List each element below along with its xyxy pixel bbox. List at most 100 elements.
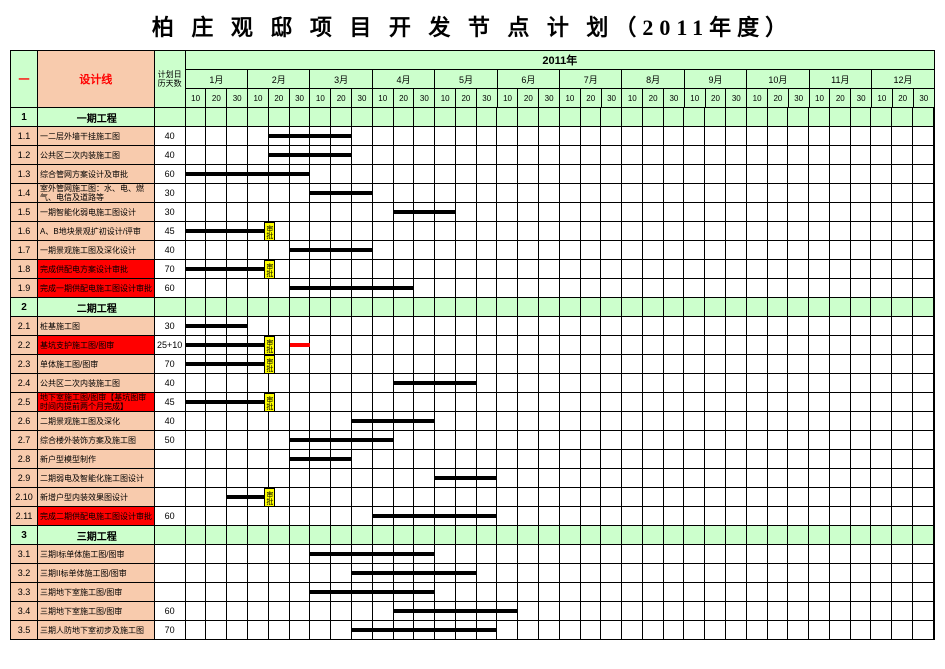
task-days: 40 [154, 127, 185, 146]
day-header: 20 [643, 89, 664, 108]
section-name: 三期工程 [38, 526, 154, 545]
day-header: 20 [768, 89, 789, 108]
task-name: 地下室施工图/图审【基坑图审时间内提前两个月完成】 [38, 393, 154, 412]
gantt-bar [310, 552, 435, 556]
task-name: 一期智能化弱电施工图设计 [38, 203, 154, 222]
timeline-cell [185, 564, 934, 583]
day-header: 20 [580, 89, 601, 108]
day-header: 30 [289, 89, 310, 108]
day-header: 30 [227, 89, 248, 108]
timeline-cell [185, 203, 934, 222]
gantt-bar-red [290, 343, 311, 347]
row-idx: 3.4 [11, 602, 38, 621]
milestone-marker: 审批 [264, 355, 275, 374]
month-header: 7月 [560, 70, 622, 89]
day-header: 10 [435, 89, 456, 108]
gantt-bar [310, 590, 435, 594]
task-name: A、B地块景观扩初设计/评审 [38, 222, 154, 241]
month-header: 9月 [684, 70, 746, 89]
day-header: 20 [705, 89, 726, 108]
day-header: 30 [913, 89, 934, 108]
row-idx: 2.1 [11, 317, 38, 336]
gantt-bar [352, 628, 498, 632]
gantt-bar [290, 248, 373, 252]
timeline-cell: 审批 [185, 336, 934, 355]
section-header: 一 [11, 51, 38, 108]
timeline-cell [185, 431, 934, 450]
design-line-header: 设计线 [38, 51, 154, 108]
row-idx: 1.7 [11, 241, 38, 260]
gantt-bar [290, 457, 352, 461]
gantt-bar [186, 400, 269, 404]
task-name: 二期景观施工图及深化 [38, 412, 154, 431]
gantt-bar [394, 381, 477, 385]
task-days [154, 450, 185, 469]
day-header: 10 [747, 89, 768, 108]
gantt-bar [290, 438, 394, 442]
task-name: 新户型模型制作 [38, 450, 154, 469]
gantt-bar [186, 267, 269, 271]
gantt-bar [186, 343, 228, 347]
gantt-bar [352, 571, 477, 575]
task-name: 一期景观施工图及深化设计 [38, 241, 154, 260]
task-name: 公共区二次内装施工图 [38, 374, 154, 393]
gantt-bar [290, 286, 415, 290]
row-idx: 2.4 [11, 374, 38, 393]
task-name: 完成一期供配电施工图设计审批 [38, 279, 154, 298]
timeline-cell [185, 241, 934, 260]
row-idx: 2.5 [11, 393, 38, 412]
task-days: 50 [154, 431, 185, 450]
timeline-cell: 审批 [185, 393, 934, 412]
milestone-marker: 审批 [264, 260, 275, 279]
timeline-cell [185, 412, 934, 431]
task-name: 桩基施工图 [38, 317, 154, 336]
milestone-marker: 审批 [264, 222, 275, 241]
row-idx: 3.3 [11, 583, 38, 602]
gantt-bar [186, 362, 269, 366]
task-days [154, 488, 185, 507]
timeline-cell [185, 469, 934, 488]
task-days [154, 545, 185, 564]
task-name: 三期I标单体施工图/图审 [38, 545, 154, 564]
month-header: 3月 [310, 70, 372, 89]
gantt-bar [269, 153, 352, 157]
day-header: 10 [684, 89, 705, 108]
timeline-cell: 审批 [185, 260, 934, 279]
row-idx: 2.8 [11, 450, 38, 469]
task-name: 一二层外墙干挂施工图 [38, 127, 154, 146]
task-name: 三期II标单体施工图/图审 [38, 564, 154, 583]
row-idx: 3.2 [11, 564, 38, 583]
task-name: 二期弱电及智能化施工图设计 [38, 469, 154, 488]
timeline-cell [185, 146, 934, 165]
day-header: 10 [310, 89, 331, 108]
row-idx: 2.9 [11, 469, 38, 488]
day-header: 30 [539, 89, 560, 108]
day-header: 20 [268, 89, 289, 108]
year-header: 2011年 [185, 51, 934, 70]
task-name: 基坑支护施工图/图审 [38, 336, 154, 355]
row-idx: 1.4 [11, 184, 38, 203]
day-header: 10 [622, 89, 643, 108]
gantt-bar [394, 609, 519, 613]
month-header: 6月 [497, 70, 559, 89]
row-idx: 2.7 [11, 431, 38, 450]
day-header: 30 [352, 89, 373, 108]
row-idx: 1.5 [11, 203, 38, 222]
task-days [154, 469, 185, 488]
timeline-cell [185, 165, 934, 184]
task-name: 三期地下室施工图/图审 [38, 602, 154, 621]
day-header: 30 [601, 89, 622, 108]
plan-days-header: 计划日历天数 [154, 51, 185, 108]
timeline-cell [185, 583, 934, 602]
task-days: 25+10 [154, 336, 185, 355]
month-header: 8月 [622, 70, 684, 89]
gantt-table: 一设计线计划日历天数2011年1月2月3月4月5月6月7月8月9月10月11月1… [10, 50, 935, 640]
day-header: 10 [560, 89, 581, 108]
month-header: 12月 [871, 70, 934, 89]
timeline-cell: 审批 [185, 488, 934, 507]
day-header: 20 [393, 89, 414, 108]
page-title: 柏 庄 观 邸 项 目 开 发 节 点 计 划（2011年度） [10, 10, 935, 42]
gantt-bar [186, 324, 248, 328]
task-days: 60 [154, 507, 185, 526]
gantt-bar [435, 476, 497, 480]
